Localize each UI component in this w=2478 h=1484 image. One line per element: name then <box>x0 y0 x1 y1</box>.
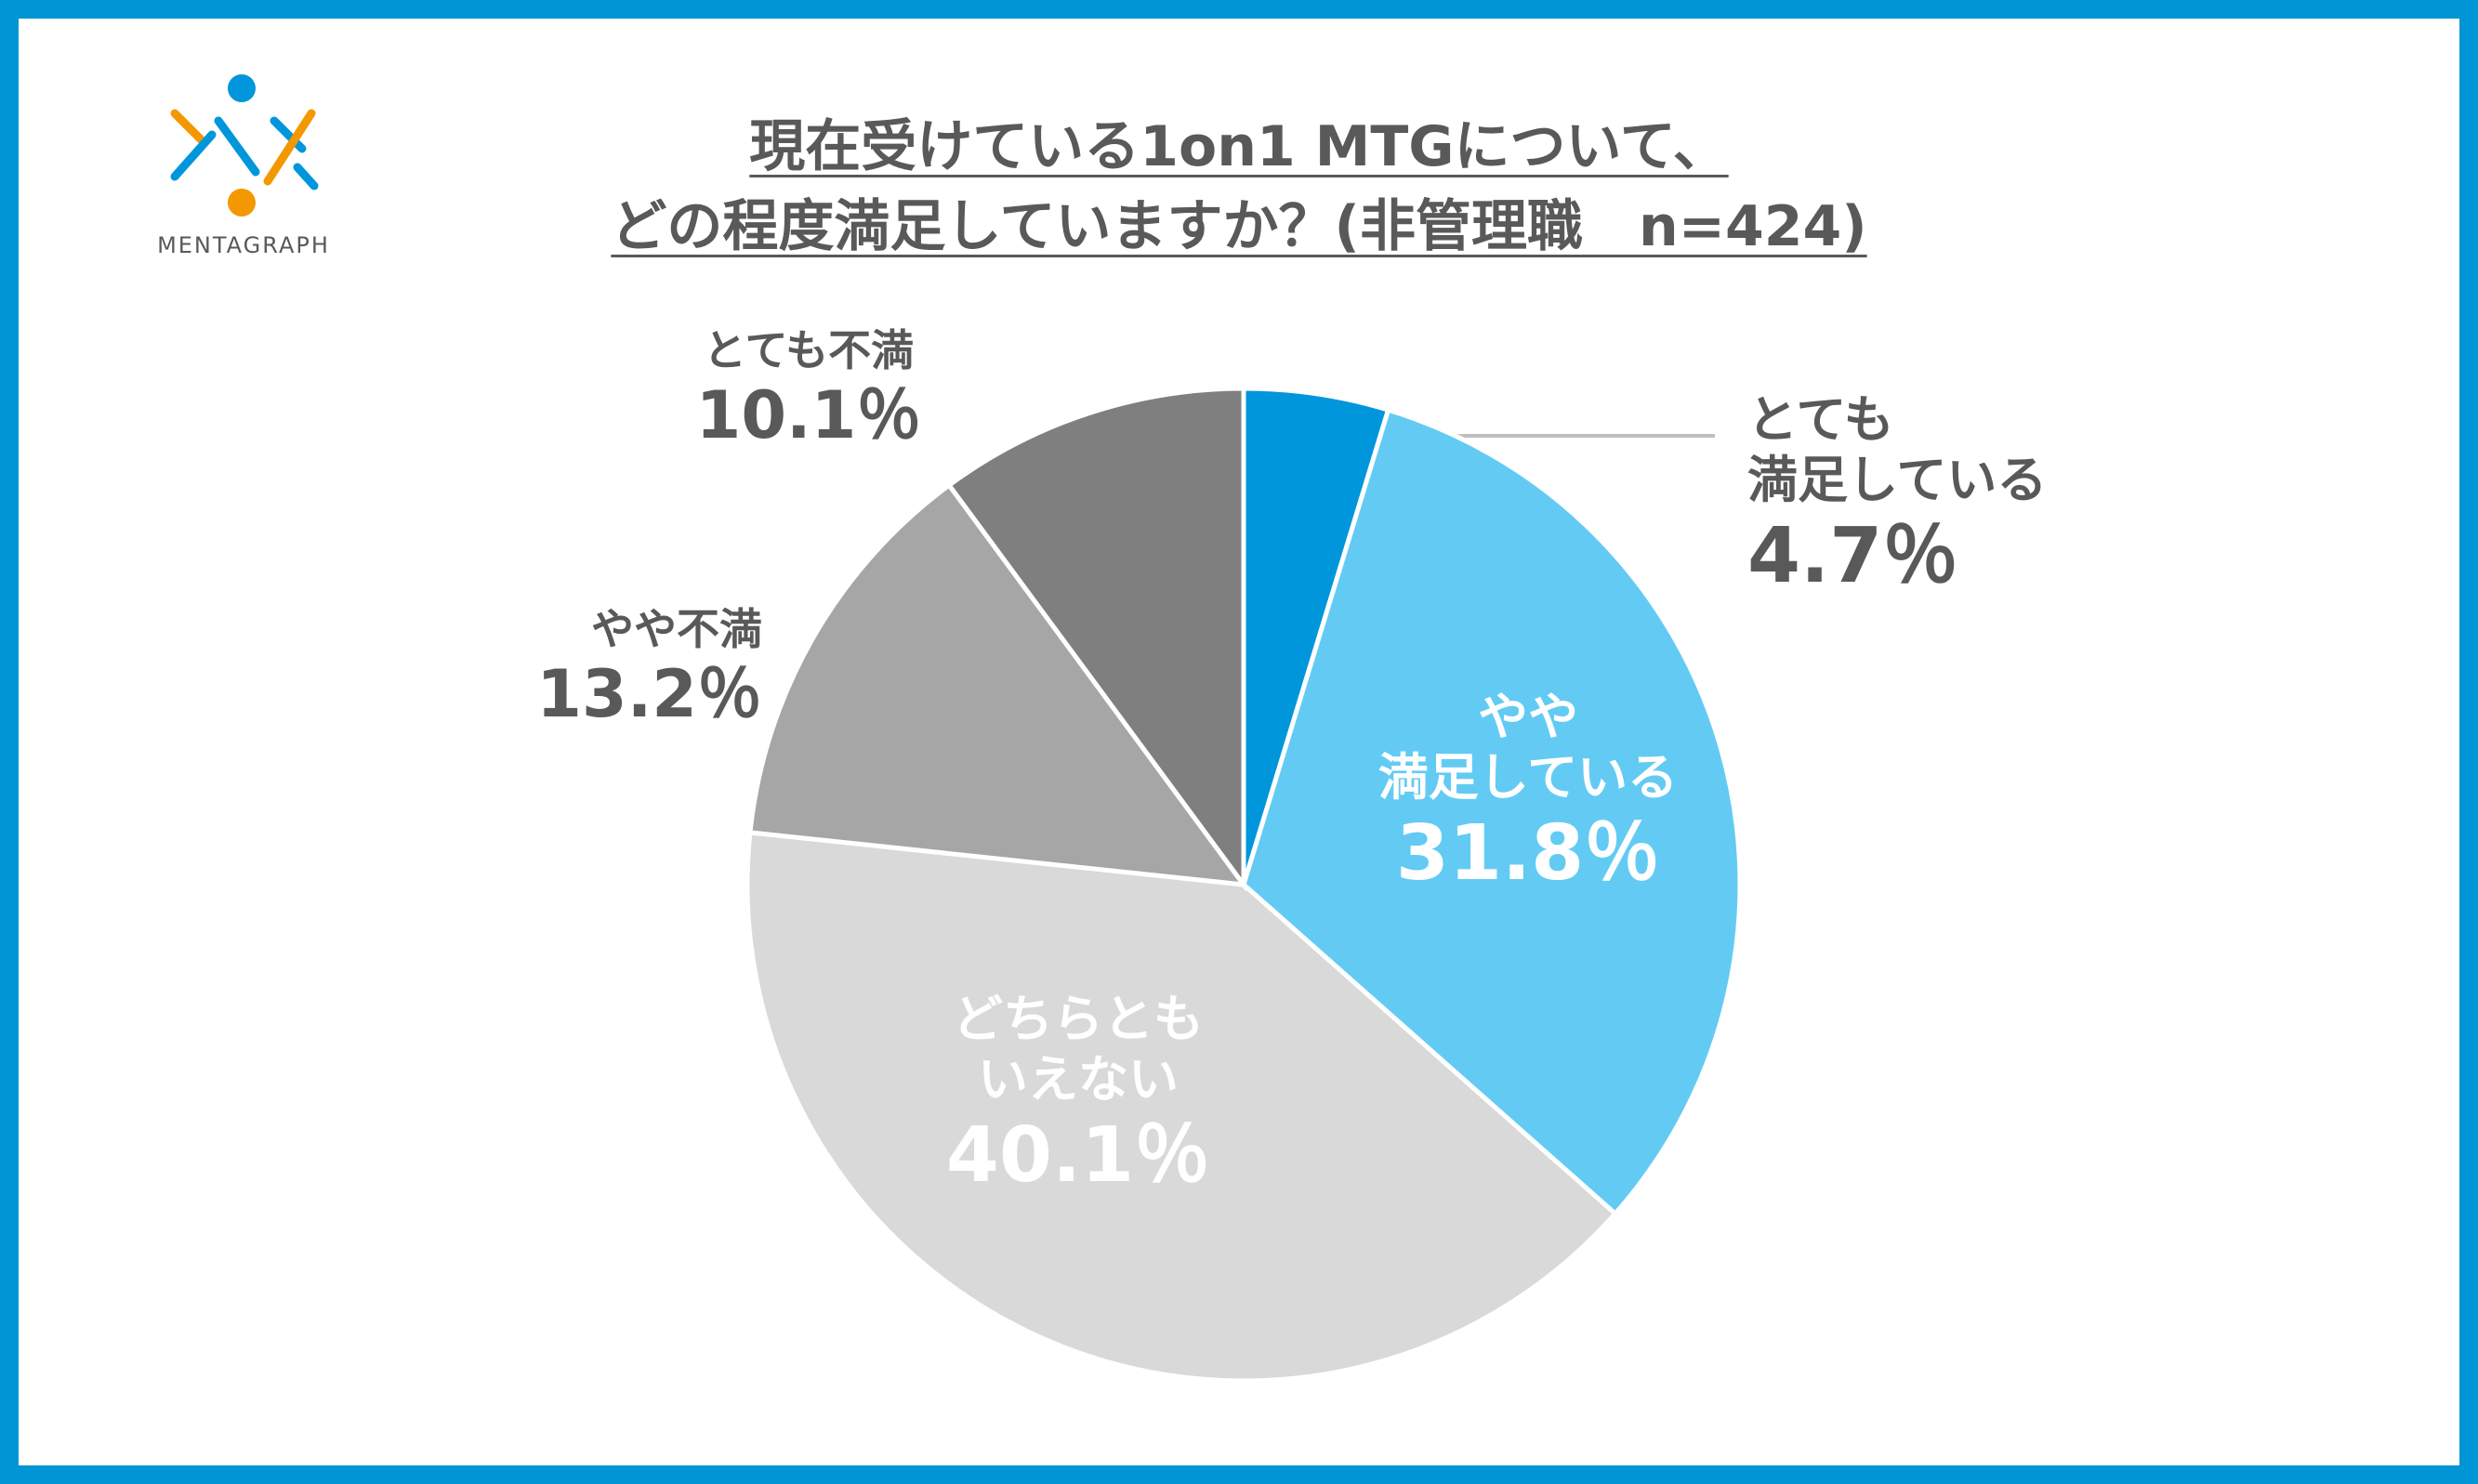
slice-name: とても不満 <box>703 325 915 375</box>
slice-label: どちらとも いえない 40.1％ <box>883 990 1273 1202</box>
slice-label: やや 満足している 31.8％ <box>1342 688 1714 900</box>
slice-name: とても 満足している <box>1747 390 2048 509</box>
slice-value: 40.1％ <box>945 1110 1211 1200</box>
logo-mark <box>170 74 319 217</box>
slice-label: やや不満 13.2％ <box>465 604 762 733</box>
slice-value: 31.8％ <box>1395 808 1661 898</box>
slice-name: どちらとも いえない <box>953 990 1204 1109</box>
chart: MENTAGRAPH <box>157 74 1743 1384</box>
slice-name: やや不満 <box>591 604 762 654</box>
slice-value: 13.2％ <box>536 656 762 733</box>
slice-label: とても 満足している 4.7％ <box>1747 390 2212 602</box>
slice-name: やや 満足している <box>1377 688 1679 807</box>
slice-value: 4.7％ <box>1747 511 1959 600</box>
chart-title: 現在受けている1on1 MTGについて、 どの程度満足していますか？(非管理職 … <box>611 114 1867 259</box>
pie-slice <box>945 386 1246 892</box>
logo-text: MENTAGRAPH <box>157 232 330 258</box>
slice-value: 10.1％ <box>695 377 922 454</box>
pie-slice <box>1241 407 1743 1217</box>
pie-slice <box>745 830 1619 1384</box>
pie <box>745 386 1743 1384</box>
slice-label: とても不満 10.1％ <box>651 325 967 454</box>
pie-slice <box>747 481 1249 888</box>
